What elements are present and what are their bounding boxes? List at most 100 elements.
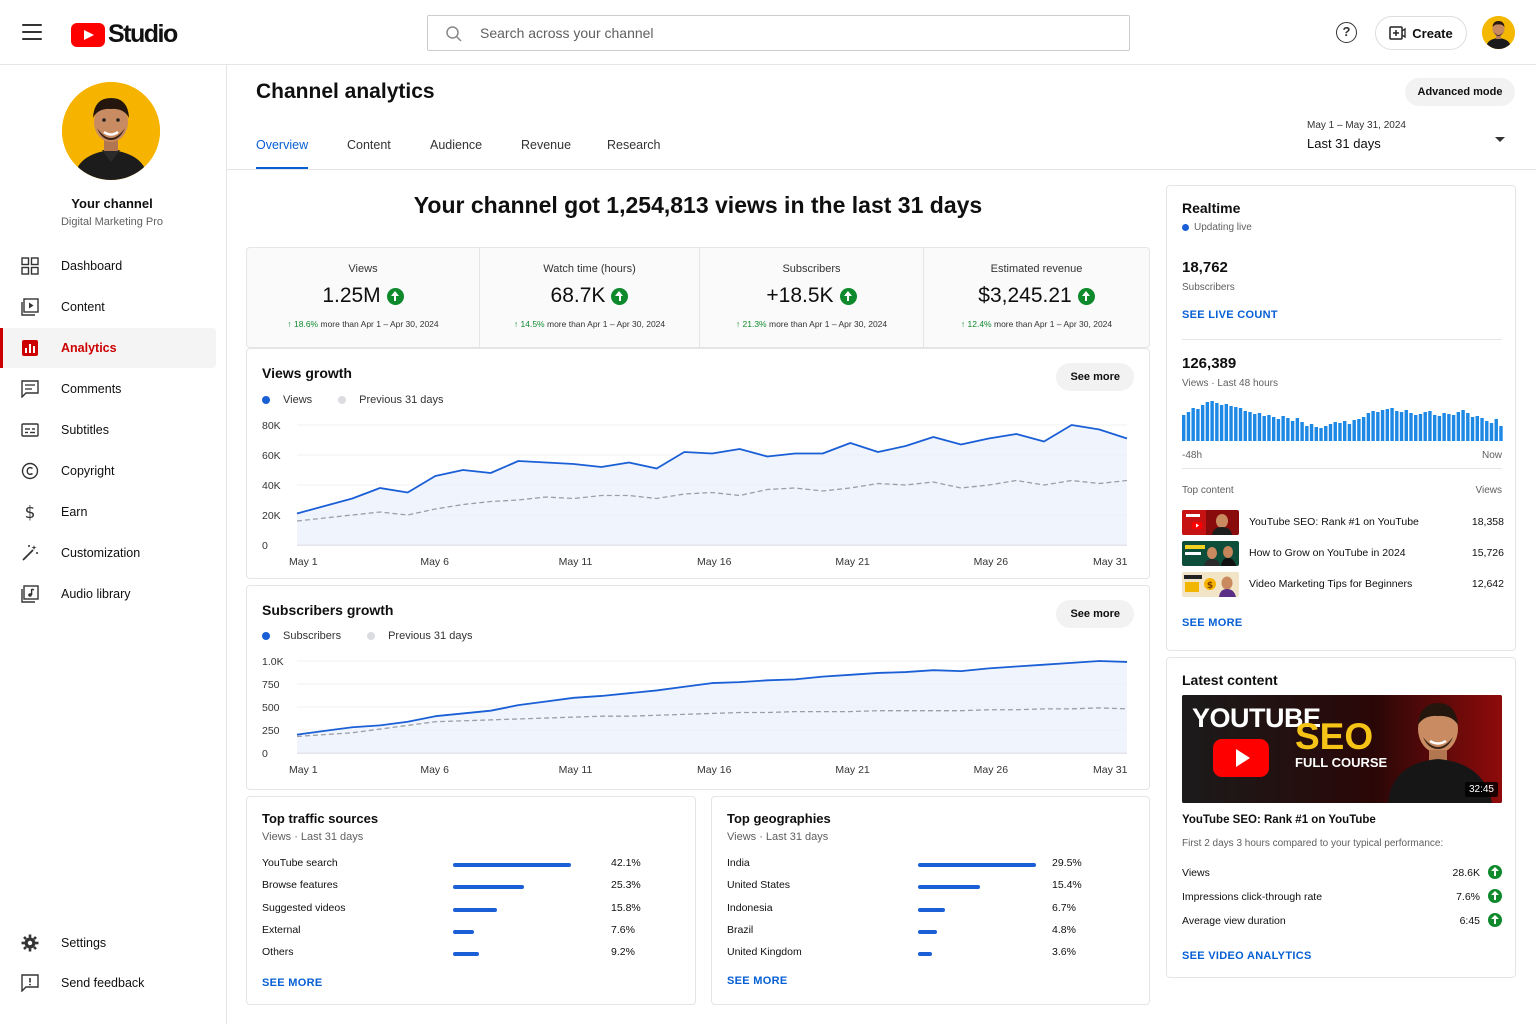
see-live-count-link[interactable]: SEE LIVE COUNT [1182,309,1278,321]
subscribers-see-more-button[interactable]: See more [1056,600,1134,628]
x-tick-label: May 16 [697,556,732,568]
subtitles-icon [21,423,39,437]
date-range-label: Last 31 days [1307,136,1381,151]
arrow-up-icon [1077,287,1095,305]
top-content-views: 15,726 [1471,547,1504,559]
realtime-bar [1451,415,1456,441]
sidebar-item-analytics[interactable]: Analytics [0,328,216,368]
realtime-bar [1219,405,1224,441]
subscribers-growth-title: Subscribers growth [262,602,394,618]
sidebar-item-subtitles[interactable]: Subtitles [0,410,216,450]
realtime-bar [1295,418,1300,441]
top-content-item[interactable]: How to Grow on YouTube in 2024 15,726 [1182,541,1504,566]
account-avatar[interactable] [1482,16,1515,49]
metric-change-note: more than Apr 1 – Apr 30, 2024 [546,319,666,329]
create-button[interactable]: Create [1375,16,1467,50]
arrow-up-icon [1488,865,1502,879]
tab-revenue[interactable]: Revenue [521,138,572,152]
dashboard-icon [21,257,39,275]
y-tick-label: 750 [262,679,280,691]
tab-overview[interactable]: Overview [256,138,309,170]
row-label: Brazil [727,923,754,936]
y-tick-label: 500 [262,702,280,714]
top-content-see-more-link[interactable]: SEE MORE [1182,617,1243,629]
sidebar-item-label: Content [61,300,105,314]
see-video-analytics-link[interactable]: SEE VIDEO ANALYTICS [1182,950,1312,962]
video-thumbnail [1182,510,1239,535]
sidebar-item-audio-library[interactable]: Audio library [0,574,216,614]
traffic-title: Top traffic sources [262,811,379,826]
metric-watch-time[interactable]: Watch time (hours) 68.7K ↑ 14.5% more th… [480,248,700,347]
metric-subscribers[interactable]: Subscribers +18.5K ↑ 21.3% more than Apr… [700,248,924,347]
sidebar-item-customization[interactable]: Customization [0,533,216,573]
latest-thumbnail-art [1182,695,1502,803]
sidebar-item-copyright[interactable]: Copyright [0,451,216,491]
sidebar-item-content[interactable]: Content [0,287,216,327]
sidebar-item-earn[interactable]: $ Earn [0,492,216,532]
geographies-card: Top geographies Views · Last 31 days Ind… [711,796,1150,1005]
comments-icon [21,380,39,398]
sidebar-item-settings[interactable]: Settings [0,923,216,963]
top-content-item[interactable]: YouTube SEO: Rank #1 on YouTube 18,358 [1182,510,1504,535]
realtime-bar [1309,424,1314,441]
sidebar-item-comments[interactable]: Comments [0,369,216,409]
metric-views[interactable]: Views 1.25M ↑ 18.6% more than Apr 1 – Ap… [247,248,480,347]
top-content-title: YouTube SEO: Rank #1 on YouTube [1249,516,1419,528]
live-dot-icon [1182,224,1189,231]
row-percent: 4.8% [1052,923,1076,936]
tab-content[interactable]: Content [347,138,391,152]
row-percent: 25.3% [611,879,641,892]
realtime-bar [1409,413,1413,441]
table-row: United Kingdom 3.6% [727,946,1137,964]
help-icon[interactable]: ? [1336,22,1357,43]
row-bar [918,885,980,890]
realtime-bar [1191,408,1195,441]
top-content-item[interactable]: $ Video Marketing Tips for Beginners 12,… [1182,572,1504,597]
sidebar-item-label: Audio library [61,587,131,601]
latest-video-title[interactable]: YouTube SEO: Rank #1 on YouTube [1182,814,1376,826]
sidebar-item-dashboard[interactable]: Dashboard [0,246,216,286]
row-bar [453,885,524,890]
menu-icon[interactable] [22,24,42,40]
geo-see-more-link[interactable]: SEE MORE [727,975,788,987]
key-metrics: Views 1.25M ↑ 18.6% more than Apr 1 – Ap… [246,247,1150,348]
performance-label: Impressions click-through rate [1182,891,1323,903]
metric-revenue[interactable]: Estimated revenue $3,245.21 ↑ 12.4% more… [924,248,1149,347]
advanced-mode-button[interactable]: Advanced mode [1405,78,1515,106]
top-bar: Studio ? Create [0,0,1536,65]
search-input[interactable] [480,16,1100,50]
realtime-bar [1276,419,1281,441]
realtime-bar [1324,426,1328,441]
latest-video-thumbnail[interactable]: YOUTUBE SEO FULL COURSE 32:45 [1182,695,1502,803]
realtime-bar [1333,422,1337,441]
traffic-see-more-link[interactable]: SEE MORE [262,977,323,989]
row-bar [453,929,474,934]
metric-change-note: more than Apr 1 – Apr 30, 2024 [768,319,888,329]
channel-name: Your channel [71,196,153,211]
video-duration: 32:45 [1464,782,1498,797]
tab-audience[interactable]: Audience [430,138,483,152]
date-range-selector[interactable]: May 1 – May 31, 2024 Last 31 days [1307,120,1515,160]
legend-dot-current [262,396,270,404]
subscribers-growth-chart: 1.0K 750 500 250 0 May 1 May 6 May 11 May 16 May … [262,656,1128,776]
row-percent: 7.6% [611,923,635,936]
arrow-up-icon [1488,913,1502,927]
legend-previous: Previous 31 days [388,630,473,642]
realtime-bar [1404,410,1408,441]
legend-dot-previous [367,632,376,640]
channel-avatar[interactable] [62,82,160,180]
table-row: Indonesia 6.7% [727,902,1137,920]
realtime-bar [1376,412,1380,441]
sidebar-item-send-feedback[interactable]: Send feedback [0,963,216,1003]
metric-value: $3,245.21 [978,284,1072,307]
divider [1182,468,1502,469]
views-see-more-button[interactable]: See more [1056,363,1134,391]
video-thumbnail [1182,541,1239,566]
tab-research[interactable]: Research [607,138,661,152]
realtime-bar [1470,417,1475,441]
metric-change-note: more than Apr 1 – Apr 30, 2024 [320,319,439,329]
studio-logo[interactable]: Studio [71,20,178,49]
realtime-bar [1366,413,1371,441]
thumbnail-text-course: FULL COURSE [1295,755,1388,770]
realtime-bar [1432,415,1437,441]
